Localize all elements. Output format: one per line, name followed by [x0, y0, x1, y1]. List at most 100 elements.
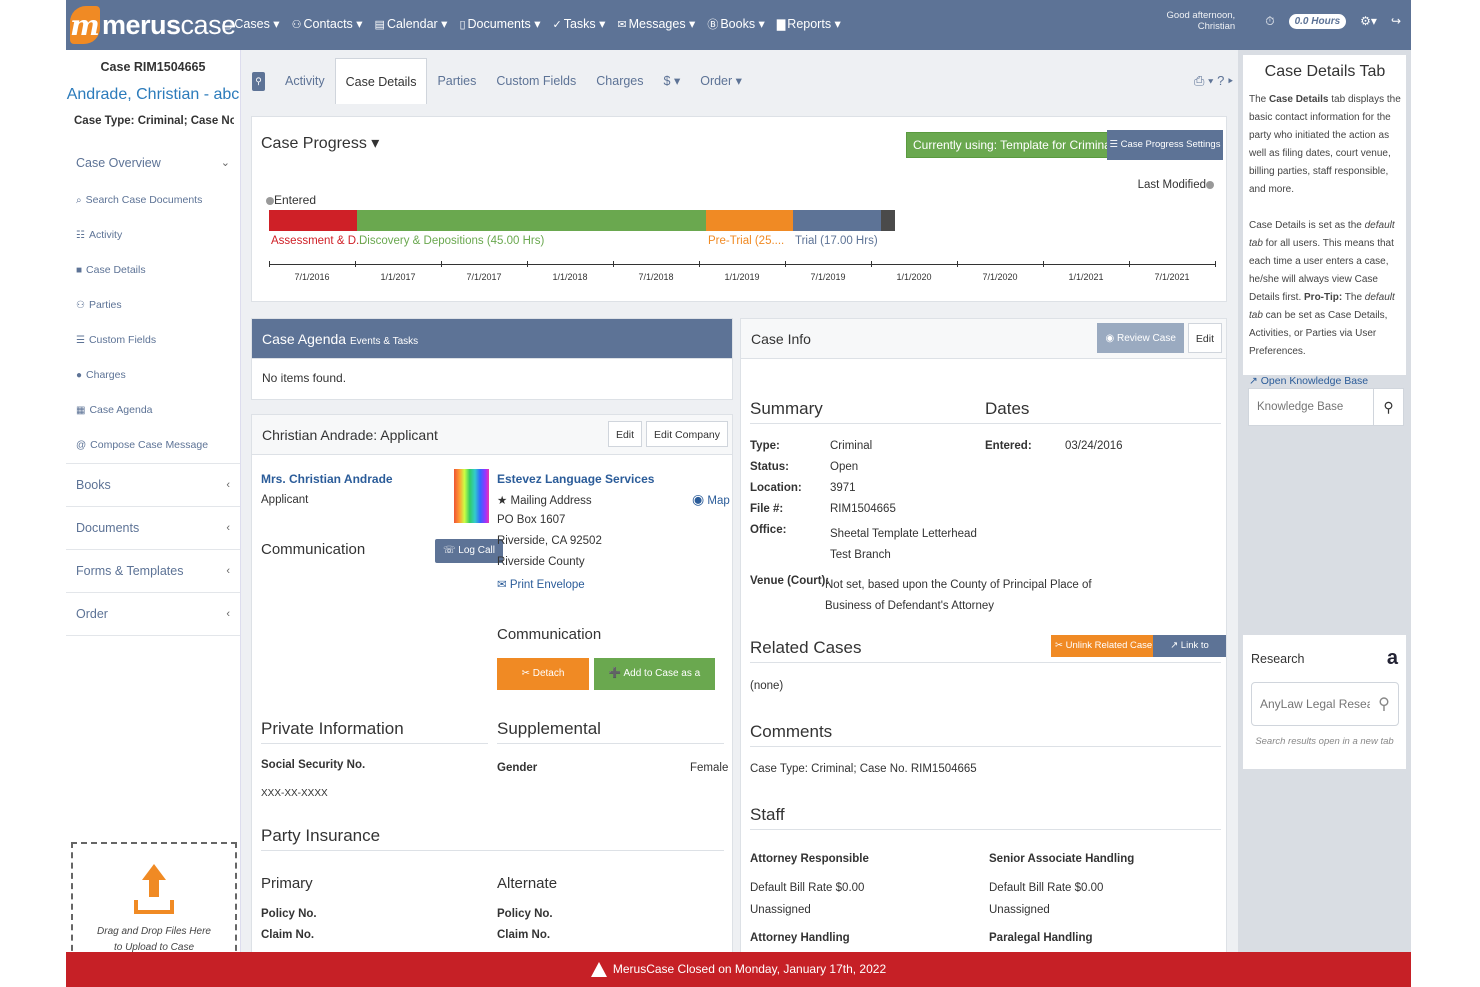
- nav-reports[interactable]: ▇ Reports ▾: [777, 16, 841, 32]
- unlink-related-case-button[interactable]: ✂ Unlink Related Case: [1051, 635, 1157, 657]
- print-envelope-link[interactable]: ✉ Print Envelope: [497, 579, 585, 591]
- search-icon[interactable]: ⚲: [1373, 389, 1403, 425]
- case-progress-title[interactable]: Case Progress ▾: [261, 135, 380, 152]
- link-to-case-button[interactable]: ↗ Link to Case: [1153, 635, 1226, 673]
- sidebar-section-books[interactable]: Books ‹: [66, 464, 240, 507]
- nav-books[interactable]: Ⓑ Books ▾: [707, 16, 765, 32]
- help-p2-g: can be set as Case Details, Activities, …: [1249, 310, 1388, 357]
- party-name-link[interactable]: Mrs. Christian Andrade: [261, 472, 393, 486]
- segment-end: [881, 210, 895, 231]
- address-line-3: Riverside County: [497, 556, 585, 568]
- edit-company-button[interactable]: Edit Company: [646, 421, 728, 447]
- timer-icon[interactable]: ⏱: [1265, 13, 1275, 28]
- research-input[interactable]: [1252, 697, 1370, 711]
- review-case-button[interactable]: ◉ Review Case: [1097, 323, 1184, 353]
- tab-parties[interactable]: Parties: [437, 74, 477, 88]
- sidebar-item-activity[interactable]: ☷ Activity: [76, 222, 240, 257]
- nav-calendar[interactable]: ▤ Calendar ▾: [375, 16, 448, 32]
- segment-discovery[interactable]: [357, 210, 706, 231]
- help-paragraph-2: Case Details is set as the default tab f…: [1249, 217, 1401, 361]
- timeline-label: 1/1/2018: [552, 272, 588, 282]
- sidebar-sections: Books ‹ Documents ‹ Forms & Templates ‹ Order ‹: [66, 463, 240, 636]
- log-call-button[interactable]: ☏ Log Call: [435, 539, 503, 563]
- hours-badge[interactable]: 0.0 Hours: [1288, 13, 1347, 29]
- sidebar-item-label: Charges: [86, 369, 126, 381]
- amazon-icon[interactable]: a: [1386, 647, 1398, 669]
- tab-case-details[interactable]: Case Details: [334, 58, 428, 104]
- tab-activity[interactable]: Activity: [285, 74, 325, 88]
- edit-case-info-button[interactable]: Edit: [1187, 323, 1222, 353]
- left-sidebar: Case RIM1504665 Andrade, Christian - abc…: [66, 50, 241, 987]
- sidebar-section-forms-templates[interactable]: Forms & Templates ‹: [66, 550, 240, 593]
- research-note: Search results open in a new tab: [1255, 736, 1394, 747]
- file-drop-zone[interactable]: Drag and Drop Files Here to Upload to Ca…: [71, 842, 237, 987]
- segment-trial[interactable]: [793, 210, 881, 231]
- company-name-link[interactable]: Estevez Language Services: [497, 472, 655, 486]
- alternate-claim-label: Claim No.: [497, 929, 551, 941]
- logout-icon[interactable]: ↪: [1390, 14, 1401, 28]
- quick-search-icon[interactable]: ⚲: [252, 72, 265, 91]
- sidebar-item-compose-case-message[interactable]: @ Compose Case Message: [76, 432, 240, 467]
- add-as-party-button[interactable]: ➕ Add to Case as a Party: [594, 658, 715, 711]
- main-menu: ▢ Cases ▾ ⚇ Contacts ▾ ▤ Calendar ▾ ▯ Documents…: [222, 16, 853, 32]
- primary-heading: Primary: [261, 875, 313, 892]
- sidebar-item-parties[interactable]: ⚇ Parties: [76, 292, 240, 327]
- last-modified-label: Last Modified: [1137, 179, 1206, 191]
- help-p2-a: Case Details is set as the: [1249, 220, 1365, 231]
- case-agenda-panel: Case Agenda Events & Tasks No items foun…: [251, 318, 733, 400]
- segment-assessment[interactable]: [269, 210, 357, 231]
- segment-pretrial[interactable]: [706, 210, 793, 231]
- edit-party-button[interactable]: Edit: [607, 421, 643, 447]
- nav-messages[interactable]: ✉ Messages ▾: [617, 16, 695, 32]
- timeline-label: 7/1/2016: [294, 272, 330, 282]
- sidebar-item-case-agenda[interactable]: ▦ Case Agenda: [76, 397, 240, 432]
- sidebar-item-label: Search Case Documents: [85, 194, 203, 206]
- research-search-icon[interactable]: ⚲: [1378, 696, 1390, 713]
- map-pin-icon: ◉: [692, 491, 705, 507]
- sidebar-section-documents[interactable]: Documents ‹: [66, 507, 240, 550]
- sidebar-item-search-case-documents[interactable]: ⌕ Search Case Documents: [76, 187, 240, 222]
- tab-tools[interactable]: ⎙ ▾ ? ▸: [1194, 73, 1233, 88]
- staff-heading: Staff: [750, 805, 1221, 830]
- nav-icon-7: ▇: [776, 19, 786, 31]
- case-agenda-subtitle: Events & Tasks: [349, 336, 419, 347]
- gear-icon[interactable]: ⚙▾: [1360, 14, 1377, 28]
- help-p1-c: tab displays the basic contact informati…: [1249, 94, 1401, 195]
- nav-tasks[interactable]: ✓ Tasks ▾: [552, 16, 605, 32]
- nav-label-4: Tasks ▾: [563, 17, 606, 31]
- research-title: Research: [1251, 651, 1305, 666]
- nav-cases[interactable]: ▢ Cases ▾: [222, 16, 280, 32]
- segment-label-assessment: Assessment & D...: [271, 235, 366, 247]
- chevron-left-icon: ‹: [226, 565, 230, 577]
- sidebar-item-icon: ●: [76, 370, 83, 381]
- case-progress-settings-button[interactable]: ☰ Case Progress Settings: [1107, 130, 1223, 160]
- sidebar-item-case-details[interactable]: ■ Case Details: [76, 257, 240, 292]
- sidebar-section-order[interactable]: Order ‹: [66, 593, 240, 636]
- sidebar-item-custom-fields[interactable]: ☰ Custom Fields: [76, 327, 240, 362]
- meruscase-logo[interactable]: m meruscase: [70, 6, 236, 44]
- map-link[interactable]: ◉ Map: [692, 491, 730, 508]
- knowledge-base-input[interactable]: [1249, 389, 1373, 425]
- open-knowledge-base-link[interactable]: ↗ Open Knowledge Base: [1249, 375, 1401, 387]
- logo-text-b: case: [180, 9, 237, 40]
- nav-documents[interactable]: ▯ Documents ▾: [459, 16, 540, 32]
- tab-custom-fields[interactable]: Custom Fields: [496, 74, 577, 88]
- sidebar-item-charges[interactable]: ● Charges: [76, 362, 240, 397]
- detach-company-button[interactable]: ✂ Detach Company: [497, 658, 589, 711]
- case-name-link[interactable]: Andrade, Christian - abc: [66, 86, 240, 103]
- last-modified-dot: [1206, 180, 1214, 189]
- tab-order[interactable]: Order ▾: [700, 74, 742, 88]
- entered-date-value: 03/24/2016: [1065, 440, 1123, 452]
- nav-contacts[interactable]: ⚇ Contacts ▾: [292, 16, 363, 32]
- senior-associate-rate: Default Bill Rate $0.00: [989, 882, 1104, 894]
- nav-label-7: Reports ▾: [787, 17, 841, 31]
- tab-billing[interactable]: $ ▾: [663, 74, 681, 88]
- type-label: Type:: [750, 440, 780, 452]
- sidebar-item-icon: ⚇: [76, 300, 85, 311]
- nav-label-5: Messages ▾: [628, 17, 696, 31]
- timeline-label: 1/1/2020: [896, 272, 932, 282]
- timeline-label: 7/1/2018: [638, 272, 674, 282]
- template-badge[interactable]: Currently using: Template for Criminal: [906, 132, 1121, 158]
- tab-charges[interactable]: Charges: [596, 74, 644, 88]
- sidebar-case-overview[interactable]: Case Overview ⌄: [66, 145, 240, 181]
